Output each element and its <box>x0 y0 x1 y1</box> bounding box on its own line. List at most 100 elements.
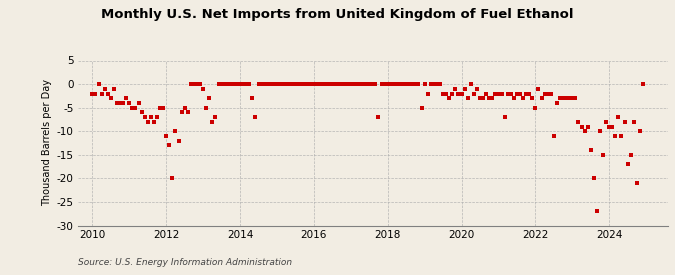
Point <box>431 82 442 86</box>
Point <box>634 129 645 133</box>
Point <box>330 82 341 86</box>
Point <box>136 110 147 115</box>
Point <box>493 91 504 96</box>
Point <box>530 105 541 110</box>
Point <box>235 82 246 86</box>
Point <box>192 82 202 86</box>
Point <box>551 101 562 105</box>
Point <box>573 120 584 124</box>
Point <box>225 82 236 86</box>
Point <box>589 176 599 181</box>
Point <box>210 115 221 119</box>
Point <box>200 105 211 110</box>
Point <box>318 82 329 86</box>
Point <box>539 91 550 96</box>
Point <box>607 124 618 129</box>
Point <box>130 105 141 110</box>
Y-axis label: Thousand Barrels per Day: Thousand Barrels per Day <box>43 79 52 207</box>
Point <box>638 82 649 86</box>
Point <box>548 134 559 138</box>
Point <box>244 82 254 86</box>
Point <box>429 82 439 86</box>
Point <box>348 82 359 86</box>
Point <box>413 82 424 86</box>
Point <box>296 82 307 86</box>
Point <box>364 82 375 86</box>
Point <box>558 96 568 100</box>
Point <box>148 120 159 124</box>
Point <box>265 82 276 86</box>
Point <box>336 82 347 86</box>
Point <box>207 120 218 124</box>
Point <box>484 96 495 100</box>
Point <box>481 91 491 96</box>
Point <box>324 82 335 86</box>
Point <box>198 87 209 91</box>
Point <box>99 87 110 91</box>
Point <box>616 134 627 138</box>
Point <box>564 96 574 100</box>
Point <box>152 115 163 119</box>
Point <box>219 82 230 86</box>
Point <box>392 82 402 86</box>
Point <box>500 115 510 119</box>
Point <box>269 82 279 86</box>
Point <box>398 82 408 86</box>
Point <box>164 143 175 148</box>
Point <box>407 82 418 86</box>
Point <box>520 91 531 96</box>
Point <box>533 87 544 91</box>
Point <box>376 82 387 86</box>
Point <box>468 91 479 96</box>
Point <box>570 96 580 100</box>
Point <box>508 96 519 100</box>
Point <box>632 181 643 185</box>
Point <box>401 82 412 86</box>
Point <box>625 153 636 157</box>
Point <box>542 91 553 96</box>
Point <box>416 105 427 110</box>
Point <box>425 82 436 86</box>
Point <box>555 96 566 100</box>
Point <box>603 124 614 129</box>
Point <box>111 101 122 105</box>
Point <box>585 148 596 152</box>
Point <box>281 82 292 86</box>
Point <box>142 120 153 124</box>
Point <box>176 110 187 115</box>
Point <box>124 101 135 105</box>
Point <box>628 120 639 124</box>
Point <box>385 82 396 86</box>
Point <box>487 96 497 100</box>
Point <box>545 91 556 96</box>
Point <box>352 82 362 86</box>
Point <box>358 82 369 86</box>
Point <box>583 124 593 129</box>
Point <box>342 82 353 86</box>
Point <box>450 87 461 91</box>
Point <box>601 120 612 124</box>
Point <box>139 115 150 119</box>
Point <box>293 82 304 86</box>
Point <box>340 82 350 86</box>
Point <box>158 105 169 110</box>
Point <box>518 96 529 100</box>
Point <box>373 115 384 119</box>
Point <box>567 96 578 100</box>
Point <box>382 82 393 86</box>
Point <box>271 82 282 86</box>
Point <box>247 96 258 100</box>
Point <box>115 101 126 105</box>
Point <box>512 91 522 96</box>
Point <box>475 96 485 100</box>
Point <box>103 91 113 96</box>
Point <box>145 115 156 119</box>
Point <box>441 91 452 96</box>
Point <box>379 82 390 86</box>
Point <box>302 82 313 86</box>
Point <box>456 91 467 96</box>
Point <box>321 82 331 86</box>
Point <box>259 82 270 86</box>
Point <box>256 82 267 86</box>
Point <box>527 96 538 100</box>
